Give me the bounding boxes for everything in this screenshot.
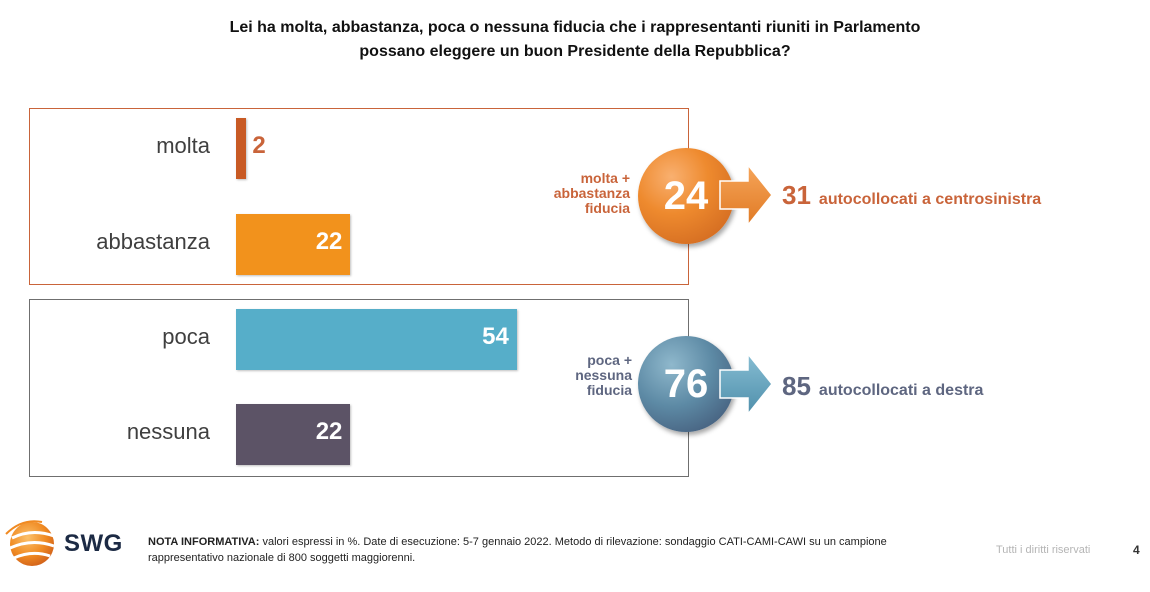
result-text: autocollocati a destra	[818, 382, 984, 399]
group-label-line: molta +	[580, 170, 630, 186]
category-label: molta	[156, 133, 210, 158]
bar-value-label: 22	[315, 228, 343, 255]
bar-value-label: 22	[315, 418, 343, 445]
group-label-line: abbastanza	[553, 185, 630, 201]
title-line-1: Lei ha molta, abbastanza, poca o nessuna…	[229, 19, 921, 36]
category-label: nessuna	[126, 419, 210, 444]
result-fiducia: 31 autocollocati a centrosinistra	[782, 180, 1041, 211]
bar-nessuna	[236, 404, 351, 465]
footnote: NOTA INFORMATIVA: valori espressi in %. …	[148, 534, 918, 566]
bar-poca	[236, 309, 517, 370]
result-sfiducia: 85 autocollocati a destra	[782, 371, 983, 402]
footnote-label: NOTA INFORMATIVA:	[148, 536, 260, 548]
total-value: 76	[663, 361, 709, 406]
category-label: abbastanza	[96, 229, 210, 254]
group-label-line: fiducia	[584, 200, 630, 216]
title-line-2: possano eleggere un buon Presidente dell…	[359, 43, 791, 60]
total-value: 24	[663, 173, 709, 218]
result-text: autocollocati a centrosinistra	[818, 191, 1042, 208]
total-circle-sfiducia: 76	[638, 336, 734, 432]
total-circle-fiducia: 24	[638, 148, 734, 244]
arrow-right-icon	[719, 352, 773, 416]
result-value: 85	[782, 371, 811, 401]
page-number: 4	[1133, 543, 1140, 557]
chart-title: Lei ha molta, abbastanza, poca o nessuna…	[150, 16, 1000, 64]
rights-text: Tutti i diritti riservati	[996, 544, 1091, 556]
group-label-fiducia: molta + abbastanza fiducia	[510, 171, 630, 216]
bar-value-label: 54	[482, 323, 509, 350]
category-label: poca	[162, 324, 210, 349]
result-value: 31	[782, 180, 811, 210]
group-label-line: poca +	[587, 352, 632, 368]
group-label-line: nessuna	[575, 367, 632, 383]
bar-value-label: 2	[252, 132, 266, 159]
arrow-right-icon	[719, 163, 773, 227]
bar-molta	[236, 118, 247, 179]
group-label-sfiducia: poca + nessuna fiducia	[512, 353, 632, 398]
footnote-text: valori espressi in %. Date di esecuzione…	[148, 536, 887, 564]
swg-logo-text: SWG	[64, 530, 123, 557]
swg-logo-icon	[5, 520, 55, 566]
bar-abbastanza	[236, 214, 351, 275]
group-label-line: fiducia	[586, 382, 632, 398]
